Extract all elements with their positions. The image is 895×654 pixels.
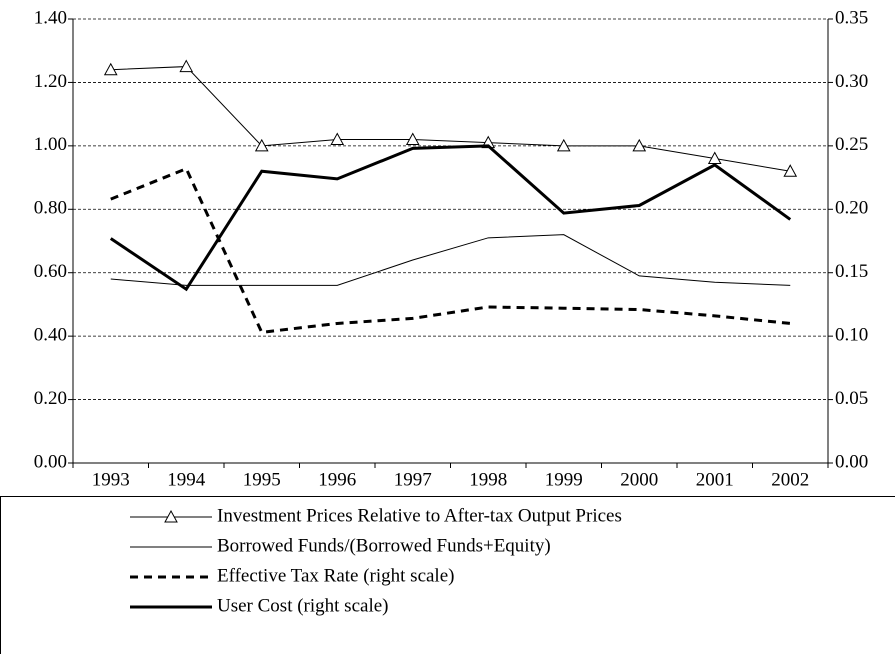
marker [405, 132, 420, 146]
x-tick-label: 2001 [696, 469, 734, 490]
marker [632, 138, 647, 152]
legend-label: User Cost (right scale) [217, 595, 388, 616]
x-tick-label: 1995 [243, 469, 281, 490]
y2-tick-label: 0.35 [835, 7, 868, 28]
marker [330, 132, 345, 146]
legend-label: Investment Prices Relative to After-tax … [217, 505, 622, 526]
legend-label: Effective Tax Rate (right scale) [217, 565, 454, 586]
y-tick-label: 1.40 [34, 7, 67, 28]
x-tick-label: 2000 [620, 469, 658, 490]
series-line [110, 66, 791, 172]
x-tick-label: 2002 [771, 469, 809, 490]
y2-tick-label: 0.25 [835, 134, 868, 155]
marker [783, 164, 798, 177]
series-line [109, 144, 792, 292]
y-tick-label: 0.00 [34, 451, 67, 472]
x-tick-label: 1994 [167, 469, 206, 490]
legend-marker [164, 509, 178, 523]
series-line [110, 166, 791, 334]
legend-label: Borrowed Funds/(Borrowed Funds+Equity) [217, 535, 551, 556]
y-tick-label: 0.40 [34, 325, 67, 346]
y-tick-label: 1.20 [34, 71, 67, 92]
marker [103, 62, 118, 76]
y-tick-label: 0.60 [34, 261, 67, 282]
marker [556, 138, 571, 152]
x-tick-label: 1993 [92, 469, 130, 490]
y-tick-label: 0.80 [34, 198, 67, 219]
y2-tick-label: 0.00 [835, 451, 868, 472]
y2-tick-label: 0.05 [835, 388, 868, 409]
y-tick-label: 1.00 [34, 134, 67, 155]
y-tick-label: 0.20 [34, 388, 67, 409]
y2-tick-label: 0.30 [835, 71, 868, 92]
y2-tick-label: 0.10 [835, 325, 868, 346]
series-line [110, 234, 791, 286]
legend-box [0, 496, 895, 654]
x-tick-label: 1996 [318, 469, 356, 490]
x-tick-label: 1997 [394, 469, 432, 490]
x-tick-label: 1998 [469, 469, 507, 490]
y2-tick-label: 0.20 [835, 198, 868, 219]
marker [254, 138, 269, 152]
x-tick-label: 1999 [545, 469, 583, 490]
y2-tick-label: 0.15 [835, 261, 868, 282]
marker [179, 59, 194, 73]
